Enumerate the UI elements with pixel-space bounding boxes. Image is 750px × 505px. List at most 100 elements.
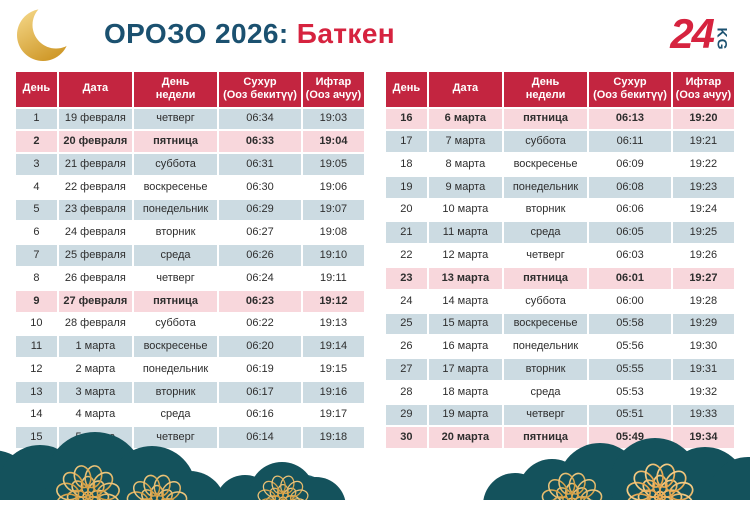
iftar-cell: 19:32 — [672, 381, 734, 403]
day-cell: 23 — [386, 267, 427, 289]
table-row: 6 24 февраля вторник 06:27 19:08 — [16, 222, 364, 244]
date-cell: 18 марта — [428, 381, 502, 403]
day-cell: 21 — [386, 222, 427, 244]
weekday-cell: четверг — [503, 245, 588, 266]
suhoor-cell: 06:17 — [219, 381, 301, 403]
suhoor-cell: 06:27 — [219, 222, 301, 244]
date-cell: 10 марта — [428, 199, 502, 221]
iftar-cell: 19:13 — [302, 313, 364, 335]
table-header: День Дата День недели Сухур (Ооз бекитүү) Ифта… — [16, 72, 364, 107]
day-cell: 7 — [16, 245, 57, 266]
table-row: 3 21 февраля суббота 06:31 19:05 — [16, 154, 364, 175]
schedule-table-right: День Дата День недели Сухур (Ооз бекитүү) Ифта… — [384, 70, 736, 450]
date-cell: 20 февраля — [58, 131, 132, 153]
day-cell: 18 — [386, 154, 427, 175]
day-cell: 2 — [16, 131, 57, 153]
header-cell: Дата — [428, 72, 502, 107]
weekday-cell: суббота — [503, 290, 588, 312]
weekday-cell: пятница — [133, 131, 218, 153]
suhoor-cell: 06:19 — [219, 359, 301, 380]
date-cell: 9 марта — [428, 176, 502, 198]
iftar-cell: 19:12 — [302, 290, 364, 312]
date-cell: 26 февраля — [58, 267, 132, 289]
header-cell: День недели — [133, 72, 218, 107]
date-cell: 2 марта — [58, 359, 132, 380]
weekday-cell: суббота — [133, 154, 218, 175]
day-cell: 5 — [16, 199, 57, 221]
weekday-cell: понедельник — [133, 199, 218, 221]
crescent-moon-icon — [14, 1, 80, 63]
date-cell: 23 февраля — [58, 199, 132, 221]
date-cell: 13 марта — [428, 267, 502, 289]
table-row: 8 26 февраля четверг 06:24 19:11 — [16, 267, 364, 289]
iftar-cell: 19:15 — [302, 359, 364, 380]
iftar-cell: 19:27 — [672, 267, 734, 289]
day-cell: 1 — [16, 108, 57, 130]
weekday-cell: понедельник — [503, 176, 588, 198]
suhoor-cell: 06:03 — [589, 245, 671, 266]
suhoor-cell: 05:51 — [589, 404, 671, 426]
header-row: День Дата День недели Сухур (Ооз бекитүү) Ифта… — [386, 72, 734, 107]
weekday-cell: воскресенье — [503, 313, 588, 335]
iftar-cell: 19:16 — [302, 381, 364, 403]
suhoor-cell: 06:26 — [219, 245, 301, 266]
iftar-cell: 19:05 — [302, 154, 364, 175]
table-row: 25 15 марта воскресенье 05:58 19:29 — [386, 313, 734, 335]
table-row: 10 28 февраля суббота 06:22 19:13 — [16, 313, 364, 335]
weekday-cell: понедельник — [133, 359, 218, 380]
date-cell: 22 февраля — [58, 176, 132, 198]
suhoor-cell: 06:31 — [219, 154, 301, 175]
table-row: 2 20 февраля пятница 06:33 19:04 — [16, 131, 364, 153]
date-cell: 20 марта — [428, 427, 502, 449]
table-row: 13 3 марта вторник 06:17 19:16 — [16, 381, 364, 403]
suhoor-cell: 06:08 — [589, 176, 671, 198]
table-row: 17 7 марта суббота 06:11 19:21 — [386, 131, 734, 153]
day-cell: 14 — [16, 404, 57, 426]
weekday-cell: четверг — [133, 427, 218, 449]
weekday-cell: вторник — [133, 222, 218, 244]
weekday-cell: пятница — [133, 290, 218, 312]
day-cell: 25 — [386, 313, 427, 335]
weekday-cell: четверг — [133, 267, 218, 289]
weekday-cell: воскресенье — [133, 176, 218, 198]
suhoor-cell: 06:06 — [589, 199, 671, 221]
day-cell: 10 — [16, 313, 57, 335]
date-cell: 21 февраля — [58, 154, 132, 175]
suhoor-cell: 06:11 — [589, 131, 671, 153]
suhoor-cell: 06:30 — [219, 176, 301, 198]
header-cell: День — [16, 72, 57, 107]
header-cell: Ифтар (Ооз ачуу) — [302, 72, 364, 107]
day-cell: 6 — [16, 222, 57, 244]
suhoor-cell: 05:55 — [589, 359, 671, 380]
iftar-cell: 19:06 — [302, 176, 364, 198]
iftar-cell: 19:20 — [672, 108, 734, 130]
weekday-cell: пятница — [503, 427, 588, 449]
day-cell: 24 — [386, 290, 427, 312]
schedule-table-left: День Дата День недели Сухур (Ооз бекитүү) Ифта… — [14, 70, 366, 450]
iftar-cell: 19:17 — [302, 404, 364, 426]
iftar-cell: 19:29 — [672, 313, 734, 335]
page-title-main: ОРОЗО 2026: — [104, 18, 289, 49]
table-row: 29 19 марта четверг 05:51 19:33 — [386, 404, 734, 426]
iftar-cell: 19:22 — [672, 154, 734, 175]
iftar-cell: 19:33 — [672, 404, 734, 426]
header-cell: Ифтар (Ооз ачуу) — [672, 72, 734, 107]
logo-number: 24 — [670, 10, 715, 57]
weekday-cell: четверг — [133, 108, 218, 130]
day-cell: 12 — [16, 359, 57, 380]
date-cell: 28 февраля — [58, 313, 132, 335]
day-cell: 28 — [386, 381, 427, 403]
day-cell: 22 — [386, 245, 427, 266]
table-header: День Дата День недели Сухур (Ооз бекитүү) Ифта… — [386, 72, 734, 107]
table-row: 5 23 февраля понедельник 06:29 19:07 — [16, 199, 364, 221]
weekday-cell: среда — [133, 245, 218, 266]
day-cell: 8 — [16, 267, 57, 289]
iftar-cell: 19:34 — [672, 427, 734, 449]
date-cell: 27 февраля — [58, 290, 132, 312]
weekday-cell: вторник — [503, 359, 588, 380]
table-row: 19 9 марта понедельник 06:08 19:23 — [386, 176, 734, 198]
suhoor-cell: 05:49 — [589, 427, 671, 449]
logo-country: KG — [714, 27, 731, 51]
date-cell: 25 февраля — [58, 245, 132, 266]
day-cell: 16 — [386, 108, 427, 130]
